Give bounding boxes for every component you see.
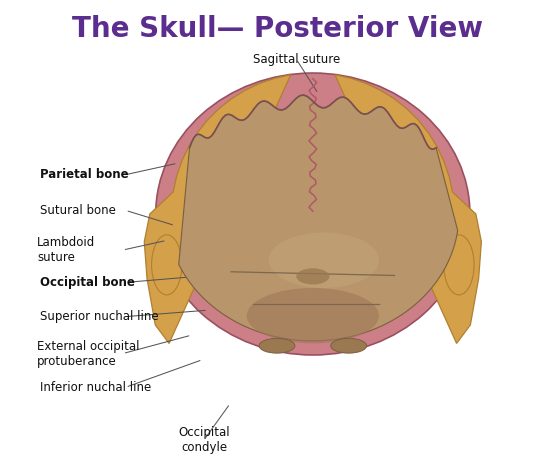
Ellipse shape bbox=[259, 339, 295, 353]
Ellipse shape bbox=[269, 232, 379, 288]
Ellipse shape bbox=[247, 288, 379, 344]
Text: Sagittal suture: Sagittal suture bbox=[253, 53, 340, 66]
Ellipse shape bbox=[444, 235, 474, 295]
Ellipse shape bbox=[296, 268, 330, 285]
Ellipse shape bbox=[273, 120, 430, 225]
Polygon shape bbox=[335, 75, 481, 344]
Text: Superior nuchal line: Superior nuchal line bbox=[40, 310, 158, 323]
Ellipse shape bbox=[152, 235, 182, 295]
Polygon shape bbox=[179, 95, 458, 341]
Text: Parietal bone: Parietal bone bbox=[40, 168, 129, 181]
Text: Occipital
condyle: Occipital condyle bbox=[178, 425, 230, 453]
Text: Inferior nuchal line: Inferior nuchal line bbox=[40, 381, 151, 394]
Text: External occipital
protuberance: External occipital protuberance bbox=[37, 339, 140, 368]
Ellipse shape bbox=[331, 339, 367, 353]
Ellipse shape bbox=[156, 73, 470, 355]
Text: Occipital bone: Occipital bone bbox=[40, 276, 135, 289]
Polygon shape bbox=[144, 75, 291, 344]
Ellipse shape bbox=[214, 216, 324, 286]
Text: The Skull— Posterior View: The Skull— Posterior View bbox=[71, 15, 483, 43]
Text: Sutural bone: Sutural bone bbox=[40, 204, 116, 217]
Text: Lambdoid
suture: Lambdoid suture bbox=[37, 236, 95, 264]
